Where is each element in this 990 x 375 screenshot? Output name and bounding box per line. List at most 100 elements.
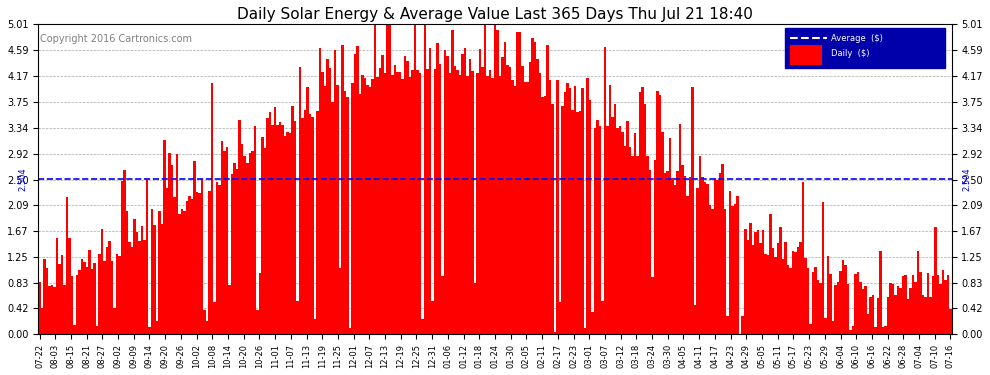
Bar: [737, 196, 739, 334]
Bar: [183, 211, 186, 334]
Bar: [944, 280, 946, 334]
Bar: [742, 316, 744, 334]
Bar: [342, 45, 344, 334]
Bar: [226, 147, 229, 334]
Bar: [399, 72, 401, 334]
Bar: [612, 117, 614, 334]
Bar: [444, 50, 446, 334]
Bar: [148, 327, 150, 334]
Bar: [516, 32, 519, 334]
Bar: [856, 272, 859, 334]
Bar: [116, 254, 119, 334]
Bar: [861, 289, 864, 334]
Bar: [627, 121, 629, 334]
Bar: [206, 321, 209, 334]
Bar: [527, 82, 529, 334]
Bar: [448, 73, 451, 334]
Bar: [634, 133, 637, 334]
Bar: [629, 147, 632, 334]
Bar: [286, 132, 288, 334]
Bar: [639, 92, 642, 334]
Bar: [617, 128, 619, 334]
Bar: [351, 83, 353, 334]
Bar: [414, 24, 416, 334]
Bar: [139, 242, 141, 334]
Bar: [859, 282, 861, 334]
Bar: [571, 110, 574, 334]
Bar: [544, 96, 546, 334]
Bar: [246, 163, 248, 334]
Bar: [314, 319, 316, 334]
Bar: [241, 144, 244, 334]
Bar: [416, 70, 419, 334]
Bar: [234, 163, 236, 334]
Bar: [276, 125, 278, 334]
Bar: [98, 254, 101, 334]
Bar: [699, 156, 702, 334]
Bar: [596, 120, 599, 334]
Bar: [216, 182, 219, 334]
Bar: [671, 178, 674, 334]
Bar: [326, 59, 329, 334]
Bar: [766, 255, 769, 334]
Bar: [564, 92, 566, 334]
Bar: [619, 126, 622, 334]
Bar: [684, 176, 686, 334]
Bar: [434, 69, 437, 334]
Bar: [832, 321, 835, 334]
Bar: [651, 276, 654, 334]
Bar: [371, 79, 373, 334]
Bar: [779, 226, 781, 334]
Bar: [882, 327, 884, 334]
Bar: [426, 69, 429, 334]
Bar: [574, 86, 576, 334]
Bar: [191, 199, 193, 334]
Bar: [632, 156, 634, 334]
Bar: [429, 48, 432, 334]
Bar: [674, 184, 676, 334]
Bar: [874, 327, 876, 334]
Bar: [389, 24, 391, 334]
Text: Copyright 2016 Cartronics.com: Copyright 2016 Cartronics.com: [41, 34, 192, 44]
Bar: [809, 324, 812, 334]
Bar: [114, 308, 116, 334]
Bar: [93, 263, 96, 334]
Bar: [266, 118, 268, 334]
Bar: [854, 274, 856, 334]
Bar: [894, 296, 897, 334]
Bar: [119, 256, 121, 334]
Bar: [239, 120, 241, 334]
Bar: [73, 326, 76, 334]
Bar: [253, 126, 256, 334]
Bar: [696, 188, 699, 334]
Bar: [846, 285, 849, 334]
Bar: [316, 111, 319, 334]
Bar: [822, 202, 824, 334]
Bar: [556, 80, 558, 334]
Bar: [346, 97, 348, 334]
Bar: [378, 68, 381, 334]
Bar: [161, 224, 163, 334]
Bar: [804, 258, 807, 334]
Bar: [784, 242, 786, 334]
Bar: [58, 264, 60, 334]
Bar: [108, 241, 111, 334]
Bar: [664, 173, 666, 334]
Bar: [679, 124, 681, 334]
Bar: [594, 128, 596, 334]
Bar: [814, 267, 817, 334]
Bar: [373, 24, 376, 334]
Bar: [907, 299, 909, 334]
Bar: [50, 285, 53, 334]
Bar: [171, 165, 173, 334]
Bar: [466, 76, 468, 334]
Title: Daily Solar Energy & Average Value Last 365 Days Thu Jul 21 18:40: Daily Solar Energy & Average Value Last …: [237, 7, 753, 22]
Bar: [569, 88, 571, 334]
Bar: [366, 85, 368, 334]
Bar: [709, 205, 712, 334]
Bar: [176, 154, 178, 334]
Bar: [384, 74, 386, 334]
Bar: [654, 160, 656, 334]
Bar: [514, 86, 516, 334]
Bar: [599, 126, 601, 334]
